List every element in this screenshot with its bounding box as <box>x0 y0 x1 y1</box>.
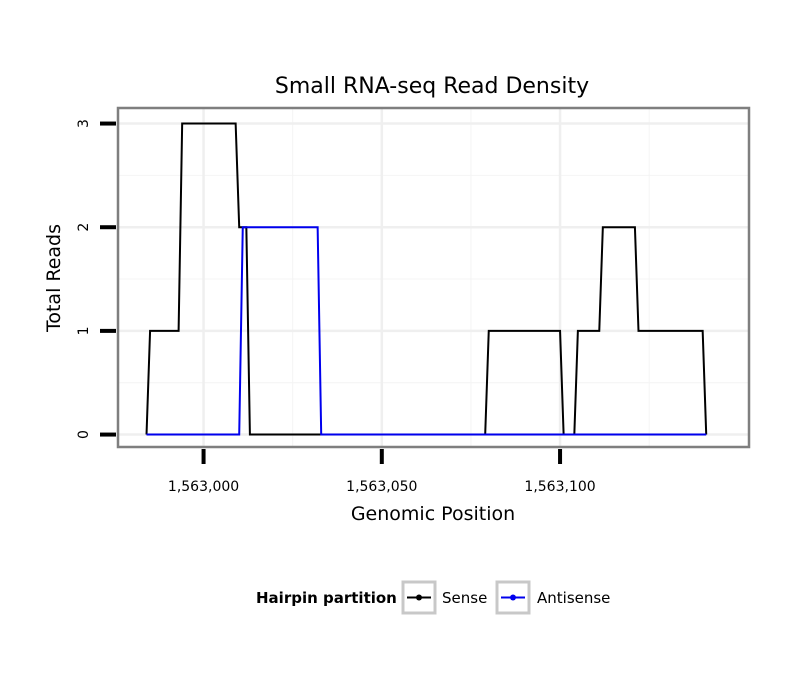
x-tick-label-2: 1,563,100 <box>524 479 595 495</box>
x-tick-label-0: 1,563,000 <box>168 479 239 495</box>
legend-title: Hairpin partition <box>256 589 397 607</box>
y-tick-label-0: 0 <box>76 430 92 439</box>
y-tick-label-3: 3 <box>76 119 92 128</box>
plot-border <box>116 106 751 449</box>
plot-panel <box>116 106 751 449</box>
legend-marker-antisense <box>510 594 516 601</box>
y-tick-label-1: 1 <box>76 326 92 335</box>
series-lines <box>145 122 708 436</box>
x-axis-title: Genomic Position <box>351 503 515 525</box>
series-line-sense <box>145 122 708 436</box>
x-tick-label-1: 1,563,050 <box>346 479 417 495</box>
x-axis: 1,563,000 1,563,050 1,563,100 <box>168 449 596 495</box>
legend-item-antisense: Antisense <box>495 580 610 615</box>
legend: Hairpin partition Sense Antisense <box>256 580 610 615</box>
legend-item-sense: Sense <box>401 580 487 615</box>
legend-label-antisense: Antisense <box>537 589 610 607</box>
plot-background <box>118 108 749 447</box>
legend-marker-sense <box>416 594 422 601</box>
chart-title: Small RNA-seq Read Density <box>275 74 589 99</box>
y-axis-title: Total Reads <box>43 224 65 333</box>
y-tick-label-2: 2 <box>76 223 92 232</box>
legend-label-sense: Sense <box>442 589 487 607</box>
series-line-antisense <box>146 226 707 436</box>
y-axis: 0 1 2 3 <box>76 119 116 439</box>
